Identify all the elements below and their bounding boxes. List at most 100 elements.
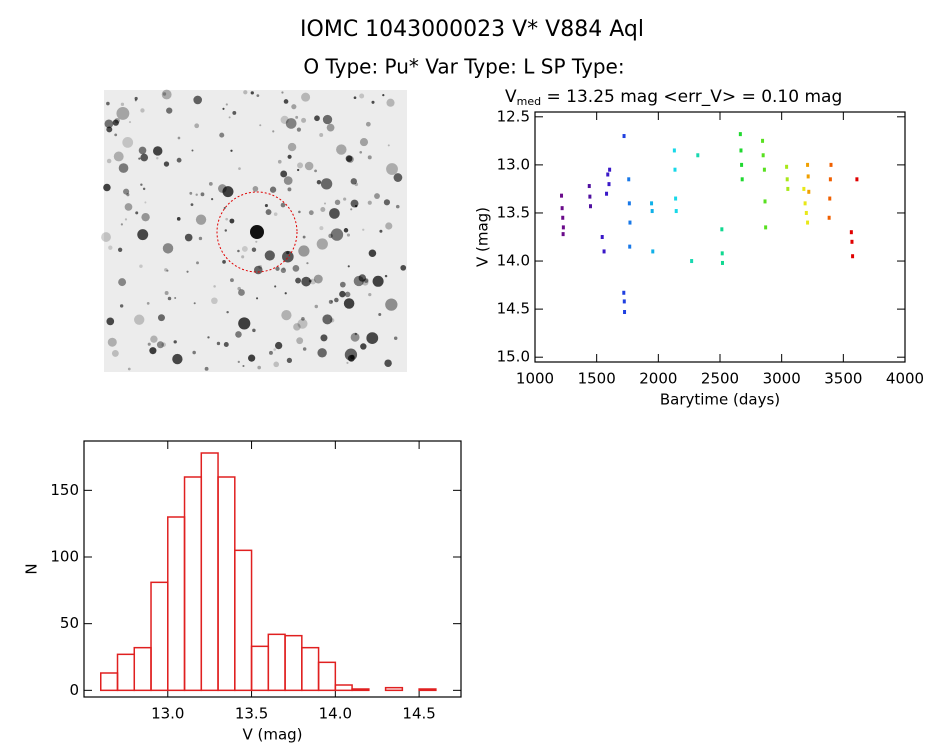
- star: [379, 229, 383, 233]
- star: [296, 127, 302, 132]
- bar: [384, 686, 404, 692]
- point: [807, 189, 811, 194]
- star: [308, 279, 312, 283]
- star: [264, 204, 268, 208]
- star: [253, 265, 263, 275]
- star: [186, 270, 189, 273]
- star: [164, 268, 168, 272]
- star: [320, 334, 328, 342]
- point: [851, 254, 855, 259]
- point: [623, 310, 627, 314]
- star: [189, 191, 193, 195]
- star: [225, 103, 228, 106]
- bar: [167, 516, 186, 692]
- star: [193, 95, 203, 105]
- star: [238, 167, 241, 170]
- point: [674, 196, 678, 201]
- star: [371, 100, 375, 104]
- star: [196, 261, 199, 265]
- star: [114, 117, 120, 124]
- star: [156, 341, 164, 349]
- star: [140, 108, 145, 113]
- star: [198, 236, 203, 241]
- y-tick-label: 14.5: [497, 300, 530, 318]
- star: [378, 312, 382, 316]
- star: [367, 155, 372, 160]
- star: [225, 217, 229, 221]
- star: [118, 278, 127, 287]
- bar: [133, 646, 152, 692]
- star: [106, 126, 113, 133]
- y-tick-label: 0: [69, 681, 79, 699]
- y-tick-label: 12.5: [497, 107, 530, 125]
- point: [628, 244, 632, 249]
- star: [386, 163, 398, 175]
- bar: [183, 476, 203, 692]
- star: [176, 157, 182, 163]
- star: [237, 249, 240, 253]
- star: [166, 107, 173, 114]
- star: [274, 341, 283, 350]
- star: [106, 101, 110, 106]
- star: [211, 198, 214, 201]
- star: [163, 161, 170, 167]
- star: [274, 285, 277, 288]
- point: [850, 239, 854, 244]
- star: [223, 342, 229, 347]
- star: [316, 179, 322, 185]
- star: [127, 367, 131, 371]
- x-axis-label: Barytime (days): [660, 391, 780, 409]
- star: [119, 304, 124, 308]
- star: [368, 249, 377, 257]
- y-tick-label: 100: [50, 548, 79, 566]
- star: [346, 233, 351, 237]
- star: [400, 264, 407, 271]
- star: [128, 121, 132, 124]
- star: [174, 297, 177, 300]
- star: [286, 357, 293, 363]
- star: [173, 340, 177, 344]
- x-tick-label: 14.0: [319, 705, 352, 723]
- star: [117, 247, 123, 252]
- point: [696, 153, 700, 158]
- star: [281, 310, 292, 321]
- star: [287, 142, 297, 152]
- star: [190, 203, 194, 207]
- star: [177, 136, 181, 140]
- star: [283, 99, 289, 104]
- star: [216, 341, 221, 346]
- point: [605, 191, 609, 196]
- point: [560, 206, 564, 211]
- star: [135, 211, 139, 215]
- star: [316, 238, 328, 250]
- star: [112, 119, 119, 126]
- point: [786, 186, 790, 191]
- star: [273, 361, 280, 368]
- star: [149, 347, 157, 355]
- point: [607, 182, 611, 187]
- star: [140, 183, 143, 186]
- star: [339, 290, 346, 298]
- star: [116, 106, 130, 120]
- star: [252, 186, 259, 192]
- x-axis-label: V (mag): [242, 726, 302, 744]
- star: [387, 144, 390, 147]
- star: [330, 228, 344, 241]
- star: [297, 162, 304, 169]
- x-tick-label: 13.0: [151, 705, 184, 723]
- star: [343, 228, 349, 233]
- star: [329, 208, 340, 219]
- star: [172, 353, 183, 365]
- bar: [418, 688, 437, 692]
- star: [164, 291, 169, 295]
- star: [360, 343, 367, 350]
- star: [358, 274, 367, 282]
- bar: [116, 653, 136, 692]
- star: [195, 214, 207, 225]
- star: [368, 292, 372, 297]
- star: [372, 275, 384, 287]
- point: [738, 132, 742, 137]
- point: [627, 177, 631, 182]
- point: [561, 232, 565, 237]
- star: [354, 332, 358, 336]
